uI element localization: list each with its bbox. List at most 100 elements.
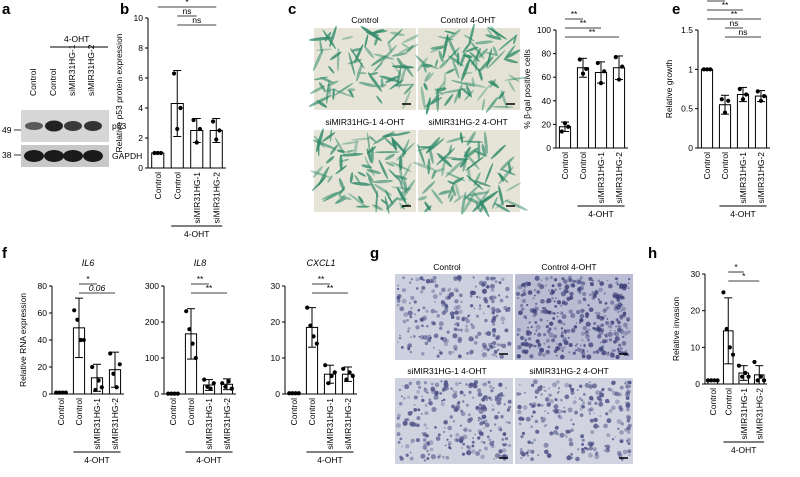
cell [527, 290, 533, 295]
micrograph-caption: siMIR31HG-1 4-OHT [325, 117, 404, 127]
cell [453, 276, 459, 281]
cell [581, 405, 585, 409]
cell [525, 281, 528, 284]
cell [561, 410, 564, 413]
cell [473, 307, 476, 310]
cell [499, 392, 504, 396]
x-tick-label: siMIR31HG-2 [754, 388, 764, 440]
cell [539, 347, 545, 353]
cell [501, 321, 505, 325]
cell [522, 341, 528, 347]
cell [584, 330, 589, 336]
cell [419, 276, 424, 281]
cell [407, 327, 411, 331]
cell [468, 23, 475, 46]
cell [540, 392, 544, 396]
cell [568, 437, 573, 443]
cell [477, 416, 481, 420]
cell [520, 303, 524, 308]
cell [614, 391, 620, 397]
cell [597, 279, 601, 283]
data-point [172, 391, 177, 396]
cell [452, 177, 465, 185]
cell [457, 328, 460, 332]
cell [415, 380, 421, 386]
x-tick-label: Control [578, 152, 588, 180]
cell [556, 380, 560, 384]
cell [424, 71, 431, 82]
cell [568, 441, 574, 447]
x-tick-label: Control [289, 398, 299, 426]
data-point [60, 390, 65, 395]
cell [430, 382, 434, 386]
cell [491, 404, 494, 407]
cell [366, 172, 374, 183]
cell [524, 339, 527, 342]
cell [603, 292, 606, 295]
bar [700, 68, 714, 149]
cell [471, 444, 475, 448]
cell [428, 398, 432, 402]
cell [494, 280, 498, 284]
cell [421, 395, 424, 398]
data-point [308, 323, 313, 328]
cell [534, 321, 538, 324]
cell [556, 432, 560, 436]
cell [626, 426, 631, 431]
cell [428, 401, 433, 406]
cell [460, 411, 466, 417]
cell [596, 314, 601, 320]
cell [313, 76, 329, 81]
cell [596, 324, 599, 327]
y-tick-label: 2 [138, 133, 143, 143]
cell [596, 328, 600, 332]
cell [444, 93, 454, 107]
cell [625, 349, 628, 352]
cell [420, 290, 424, 294]
cell [424, 404, 428, 407]
cell [613, 303, 619, 309]
significance-label: * [742, 271, 746, 281]
cell [431, 289, 436, 294]
cell [483, 312, 485, 315]
cell [610, 320, 615, 325]
y-tick-label: 10 [271, 353, 281, 363]
data-point [305, 305, 310, 310]
cell [530, 325, 533, 329]
micrograph-caption: Control [433, 262, 461, 272]
blot-band-label-p53: p53 [112, 121, 126, 131]
cell [485, 284, 490, 289]
cell [427, 338, 432, 343]
cell [431, 389, 436, 395]
cell [331, 88, 352, 97]
cell [463, 34, 475, 42]
cell [537, 344, 539, 347]
cell [418, 385, 422, 389]
cell [409, 350, 412, 354]
cell [520, 287, 523, 289]
cell [453, 327, 458, 331]
data-point [736, 363, 742, 368]
cell [474, 40, 494, 45]
cell [477, 392, 483, 397]
cell [415, 438, 421, 443]
cell [504, 437, 509, 441]
cell [410, 278, 414, 281]
data-point [761, 378, 767, 383]
cell [473, 180, 491, 187]
cell [563, 410, 567, 414]
cell [581, 308, 585, 313]
x-tick-label: Control [560, 152, 570, 180]
data-point [323, 363, 328, 368]
x-tick-label: siMIR31HG-1 [92, 398, 102, 450]
cell [576, 343, 579, 346]
cell [422, 445, 428, 450]
y-tick-label: 30 [271, 281, 281, 291]
cell [586, 447, 590, 451]
cell [484, 318, 488, 323]
x-tick-label: Control [723, 388, 733, 416]
cell [546, 329, 551, 334]
cell [593, 417, 598, 423]
cell [627, 430, 631, 434]
bar [736, 94, 750, 149]
